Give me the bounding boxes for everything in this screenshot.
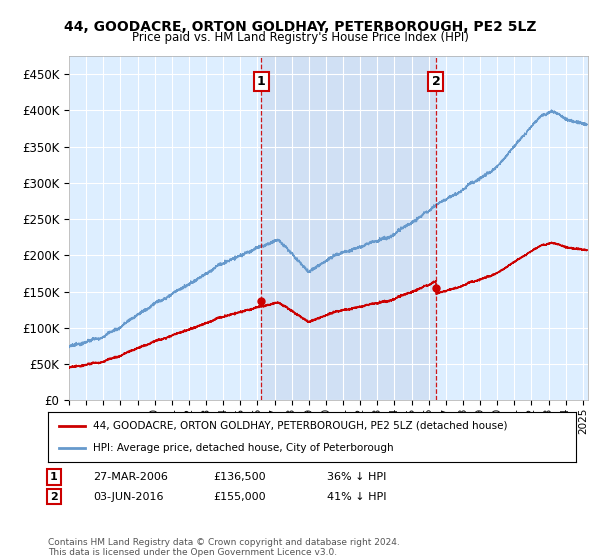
Text: HPI: Average price, detached house, City of Peterborough: HPI: Average price, detached house, City… — [93, 443, 394, 453]
Text: £136,500: £136,500 — [213, 472, 266, 482]
Text: £155,000: £155,000 — [213, 492, 266, 502]
Text: 2: 2 — [50, 492, 58, 502]
Text: 41% ↓ HPI: 41% ↓ HPI — [327, 492, 386, 502]
Text: 44, GOODACRE, ORTON GOLDHAY, PETERBOROUGH, PE2 5LZ: 44, GOODACRE, ORTON GOLDHAY, PETERBOROUG… — [64, 20, 536, 34]
Text: 44, GOODACRE, ORTON GOLDHAY, PETERBOROUGH, PE2 5LZ (detached house): 44, GOODACRE, ORTON GOLDHAY, PETERBOROUG… — [93, 421, 508, 431]
Text: Price paid vs. HM Land Registry's House Price Index (HPI): Price paid vs. HM Land Registry's House … — [131, 31, 469, 44]
Text: 27-MAR-2006: 27-MAR-2006 — [93, 472, 168, 482]
Text: 03-JUN-2016: 03-JUN-2016 — [93, 492, 163, 502]
Bar — [262, 56, 436, 400]
Text: 1: 1 — [50, 472, 58, 482]
Text: 1: 1 — [257, 75, 266, 88]
Text: 36% ↓ HPI: 36% ↓ HPI — [327, 472, 386, 482]
Text: 2: 2 — [431, 75, 440, 88]
Text: Contains HM Land Registry data © Crown copyright and database right 2024.
This d: Contains HM Land Registry data © Crown c… — [48, 538, 400, 557]
